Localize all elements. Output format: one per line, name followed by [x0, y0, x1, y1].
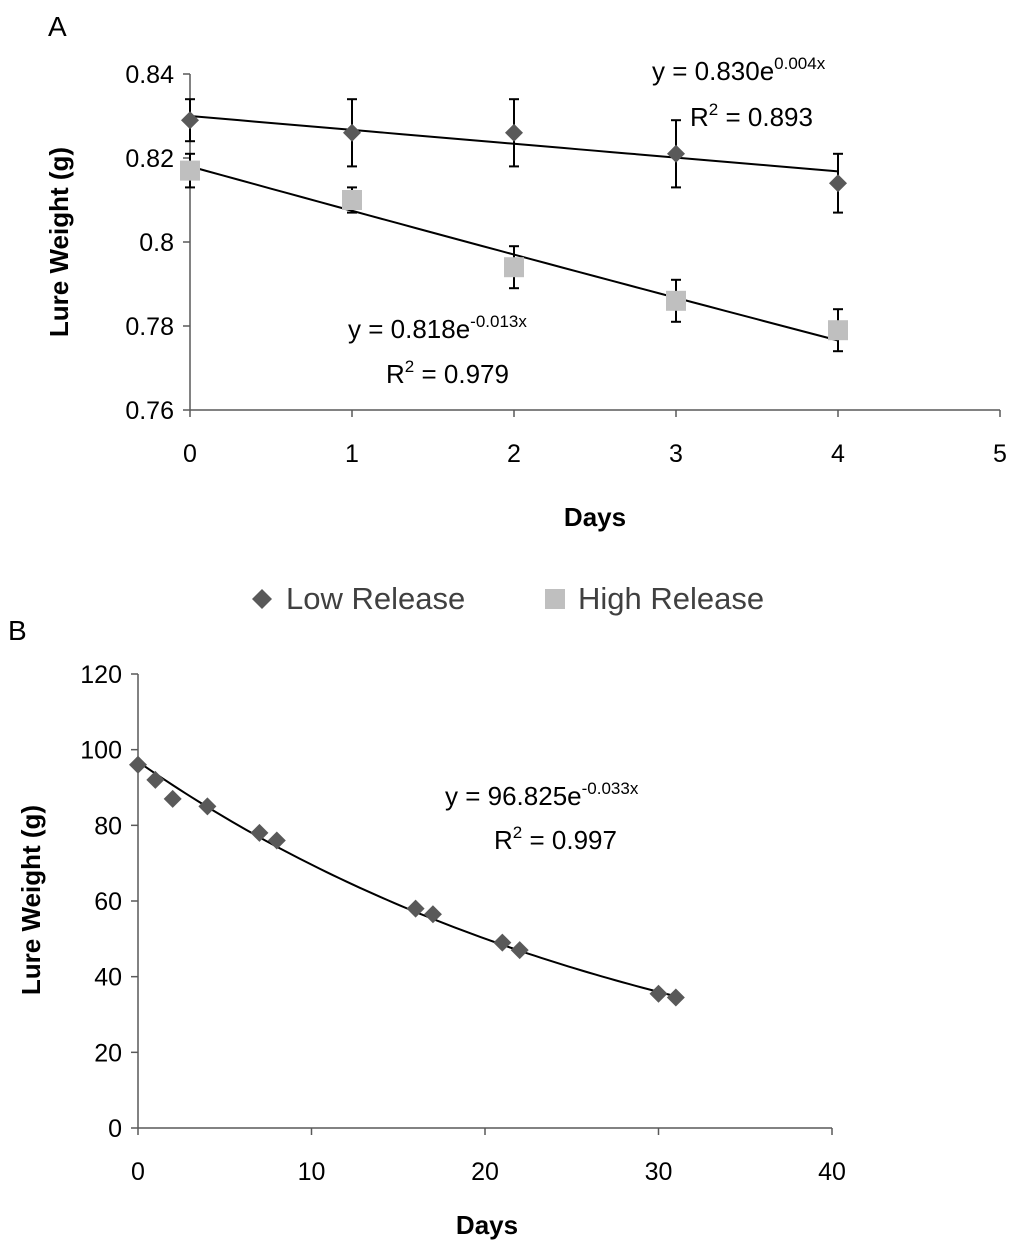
panel-a-x-tick-label: 5 [993, 440, 1007, 468]
panel-a-point-low-release [181, 111, 199, 130]
legend-low-release-marker [252, 589, 272, 609]
panel-b-x-axis-title: Days [456, 1210, 518, 1240]
legend-low-release-label: Low Release [286, 581, 465, 616]
panel-a-points [180, 111, 848, 341]
panel-b-y-tick-label: 60 [94, 888, 122, 916]
panel-b-x-tick-label: 30 [645, 1158, 673, 1186]
panel-b-point [510, 941, 529, 960]
panel-a-point-low-release [505, 123, 523, 142]
panel-b-points [129, 755, 685, 1007]
panel-a-y-tick-label: 0.82 [125, 145, 174, 173]
panel-a-low-r2: R2 = 0.893 [690, 100, 813, 132]
panel-a-y-tick-label: 0.76 [125, 397, 174, 425]
panel-a-point-high-release [180, 160, 200, 181]
panel-b-y-axis-title: Lure Weight (g) [16, 805, 46, 995]
panel-b-y-tick-label: 0 [108, 1115, 122, 1143]
panel-a-low-r2-sup: 2 [709, 100, 718, 119]
panel-b-y-ticks: 0 20 40 60 80 100 120 [80, 661, 138, 1143]
panel-a-point-low-release [829, 174, 847, 193]
panel-a-y-ticks: 0.76 0.78 0.8 0.82 0.84 [125, 61, 190, 425]
panel-a-point-high-release [504, 257, 524, 278]
panel-b-x-tick-label: 40 [818, 1158, 846, 1186]
panel-b-y-tick-label: 80 [94, 812, 122, 840]
panel-a-low-r2-value: = 0.893 [718, 102, 813, 132]
panel-a-high-r2-value: = 0.979 [414, 359, 509, 389]
panel-b-r2: R2 = 0.997 [494, 823, 617, 855]
panel-a-high-equation: y = 0.818e-0.013x [348, 312, 527, 344]
panel-a-y-tick-label: 0.84 [125, 61, 174, 89]
panel-b-y-tick-label: 40 [94, 964, 122, 992]
panel-b-x-tick-label: 0 [131, 1158, 145, 1186]
legend-high-release-label: High Release [578, 581, 764, 616]
panel-a-x-tick-label: 4 [831, 440, 845, 468]
panel-a-y-axis-title: Lure Weight (g) [44, 147, 74, 337]
panel-b-x-tick-label: 20 [471, 1158, 499, 1186]
panel-a-low-equation-exponent: 0.004x [774, 54, 826, 73]
panel-a-y-tick-label: 0.8 [139, 229, 174, 257]
panel-a-low-equation-base: y = 0.830e [652, 56, 774, 86]
legend-high-release-marker [545, 589, 565, 609]
panel-b-point [406, 899, 425, 918]
panel-a-x-tick-label: 3 [669, 440, 683, 468]
panel-b-point [423, 905, 442, 924]
panel-b-y-tick-label: 120 [80, 661, 122, 689]
panel-a-high-r2-label: R [386, 359, 405, 389]
panel-a-point-high-release [666, 290, 686, 311]
panel-b-point [666, 988, 685, 1007]
panel-a-low-r2-label: R [690, 102, 709, 132]
panel-b-point [146, 770, 165, 789]
panel-a-high-r2-sup: 2 [405, 357, 414, 376]
panel-a-low-equation: y = 0.830e0.004x [652, 54, 826, 86]
panel-a-x-tick-label: 2 [507, 440, 521, 468]
panel-a-high-equation-exponent: -0.013x [470, 312, 527, 331]
panel-a-high-equation-base: y = 0.818e [348, 314, 470, 344]
panel-a-x-tick-label: 0 [183, 440, 197, 468]
panel-b-r2-label: R [494, 825, 513, 855]
panel-a-high-r2: R2 = 0.979 [386, 357, 509, 389]
panel-b-y-tick-label: 100 [80, 737, 122, 765]
panel-b-label: B [8, 615, 27, 646]
panel-b-equation-exponent: -0.033x [582, 779, 639, 798]
panel-a-point-high-release [828, 320, 848, 341]
panel-b-equation: y = 96.825e-0.033x [445, 779, 639, 811]
panel-b-equation-base: y = 96.825e [445, 781, 582, 811]
panel-a-x-tick-label: 1 [345, 440, 359, 468]
panel-a-y-tick-label: 0.78 [125, 313, 174, 341]
panel-b-x-ticks: 0 10 20 30 40 [131, 1128, 846, 1186]
panel-b-point [267, 831, 286, 850]
panel-a: A 0.76 0.78 0.8 0.82 0.84 0 1 2 3 4 5 Days Lure W… [44, 11, 1007, 532]
panel-b-point [250, 823, 269, 842]
panel-b-r2-sup: 2 [513, 823, 522, 842]
panel-b-point [198, 797, 217, 816]
panel-a-point-low-release [667, 144, 685, 163]
panel-a-x-axis-title: Days [564, 502, 626, 532]
panel-a-point-high-release [342, 190, 362, 210]
panel-b-point [493, 933, 512, 952]
panel-b: B 0 20 40 60 80 100 120 0 10 20 30 40 Days Lure We… [8, 615, 846, 1240]
panel-b-point [163, 789, 182, 808]
panel-a-label: A [48, 11, 67, 42]
panel-b-x-tick-label: 10 [298, 1158, 326, 1186]
panel-b-r2-value: = 0.997 [522, 825, 617, 855]
panel-a-x-ticks: 0 1 2 3 4 5 [183, 410, 1007, 468]
panel-b-point [129, 755, 147, 774]
legend: Low Release High Release [252, 581, 764, 616]
panel-b-point [649, 984, 668, 1003]
panel-b-y-tick-label: 20 [94, 1039, 122, 1067]
panel-a-point-low-release [343, 123, 361, 142]
